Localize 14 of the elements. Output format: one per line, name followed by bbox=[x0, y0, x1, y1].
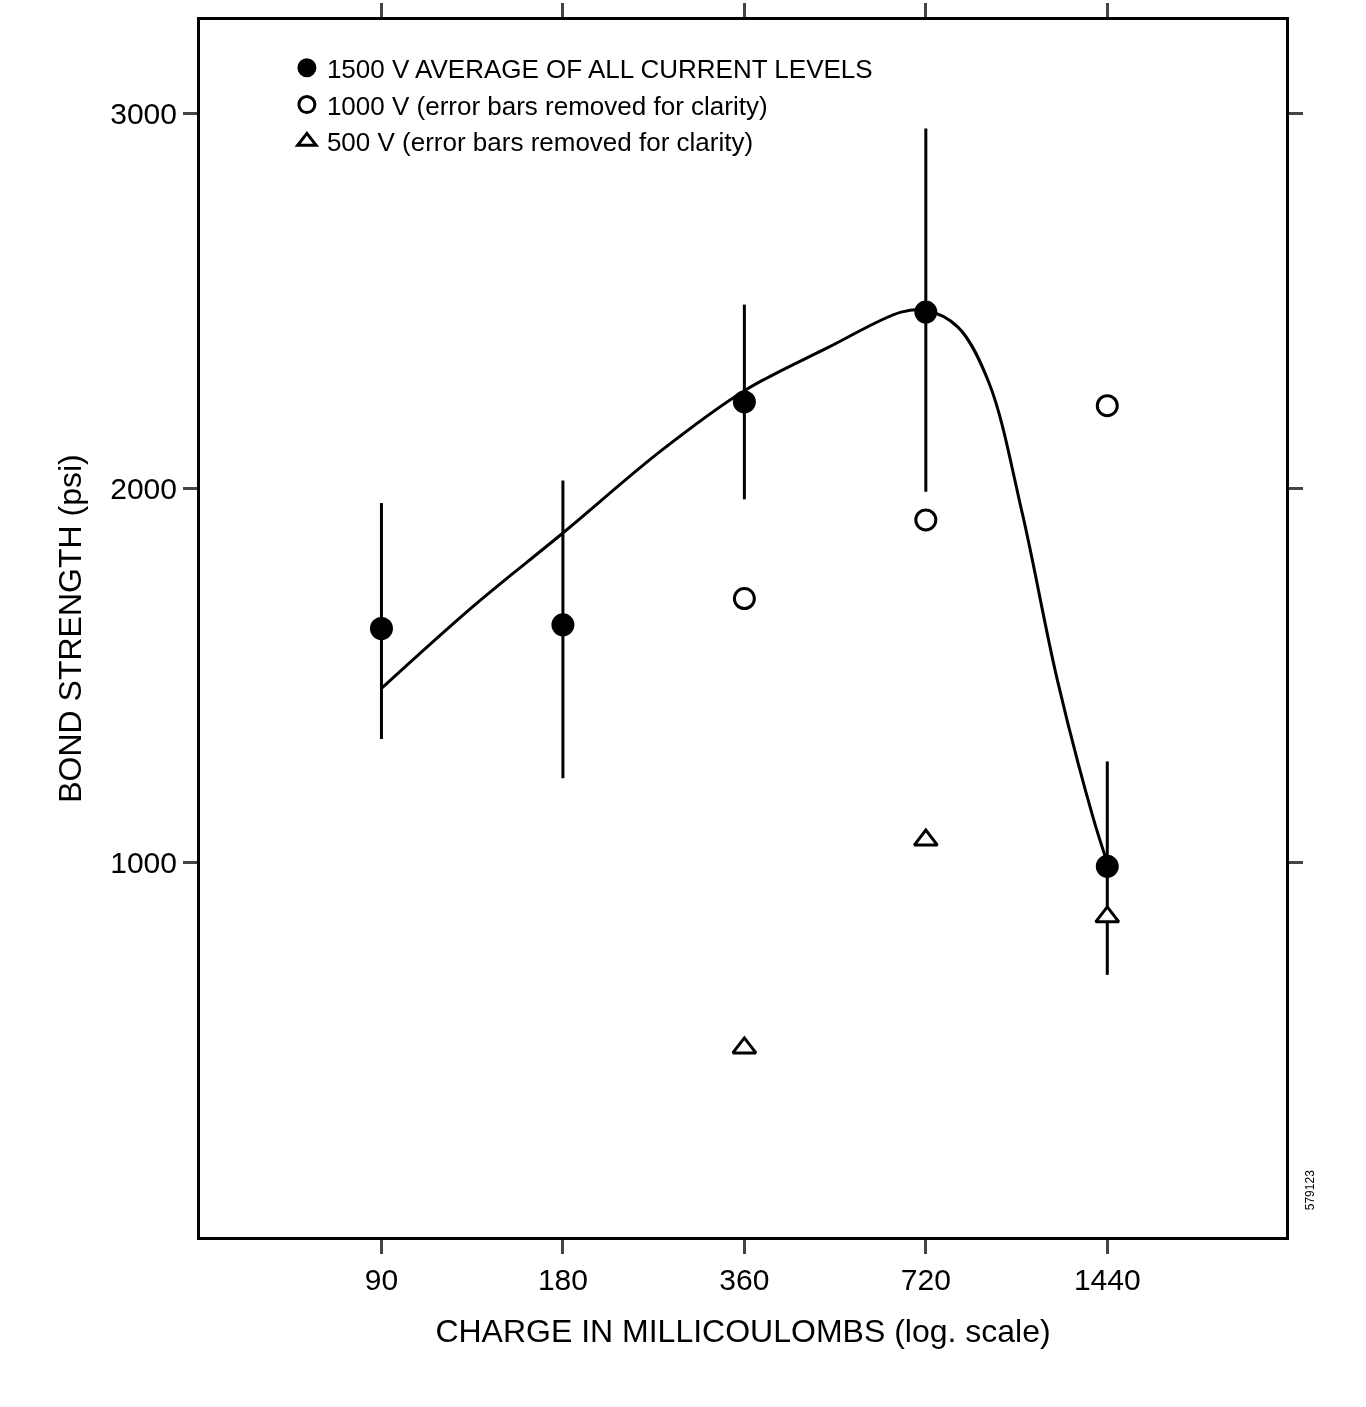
x-tick-label: 360 bbox=[719, 1263, 770, 1296]
x-axis-title: CHARGE IN MILLICOULOMBS (log. scale) bbox=[435, 1312, 1051, 1349]
legend-label: 500 V (error bars removed for clarity) bbox=[326, 127, 754, 158]
x-tick-label: 1440 bbox=[1073, 1263, 1141, 1296]
x-tick-label: 720 bbox=[900, 1263, 951, 1296]
legend-label: 1500 V AVERAGE OF ALL CURRENT LEVELS bbox=[326, 53, 873, 84]
y-axis-title: BOND STRENGTH (psi) bbox=[51, 454, 88, 803]
x-tick-label: 90 bbox=[364, 1263, 399, 1296]
y-tick-label: 1000 bbox=[110, 846, 177, 880]
x-tick-label: 180 bbox=[537, 1263, 588, 1296]
y-tick-label: 3000 bbox=[110, 97, 177, 131]
y-tick-label: 2000 bbox=[110, 471, 177, 505]
text: 579123 bbox=[1302, 1169, 1317, 1211]
legend-label: 1000 V (error bars removed for clarity) bbox=[326, 90, 768, 121]
